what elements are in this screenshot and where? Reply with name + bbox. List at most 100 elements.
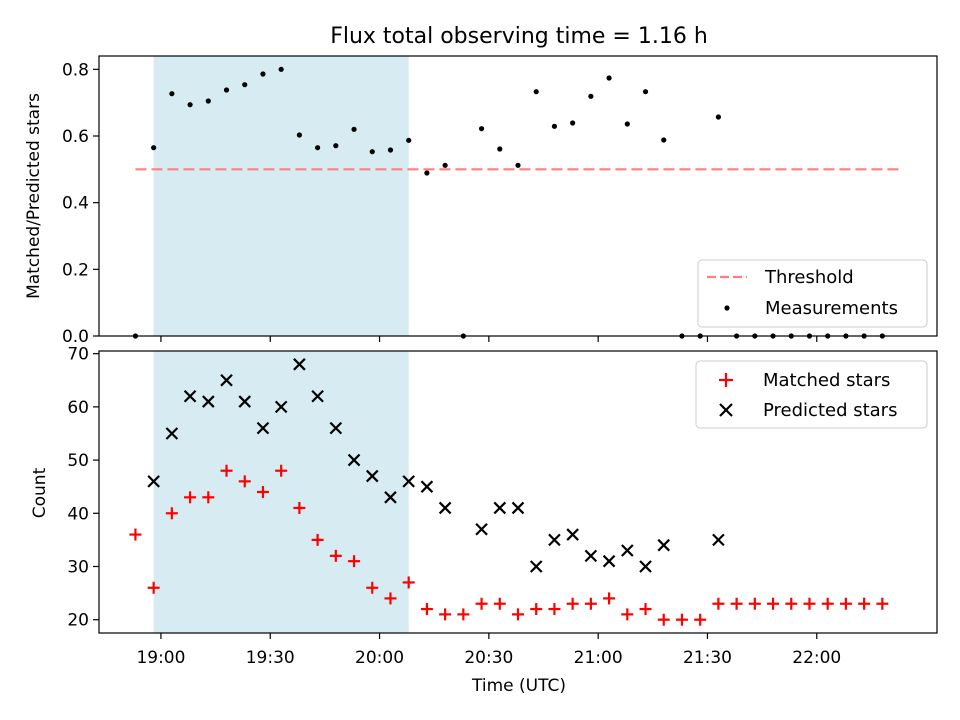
bottom-x-tick-label: 20:00	[355, 648, 404, 668]
predicted-star-marker	[293, 358, 306, 371]
predicted-star-marker	[365, 469, 379, 483]
top-legend: Threshold Measurements	[697, 259, 928, 328]
matched-star-marker	[548, 603, 561, 616]
bottom-y-tick-label: 40	[67, 504, 89, 524]
measurement-point	[205, 98, 211, 104]
matched-star-marker	[694, 613, 707, 626]
legend-matched-swatch	[719, 373, 733, 387]
matched-star-marker	[275, 464, 288, 477]
matched-star-marker	[202, 491, 215, 504]
predicted-star-marker	[165, 427, 179, 440]
bottom-panel: 20 30 40 50 60 70 19:00 19:30 20:00 20:30 21:00 21…	[30, 345, 938, 696]
bottom-y-axis: 20 30 40 50 60 70	[67, 345, 99, 631]
predicted-star-marker	[529, 560, 543, 573]
measurement-point	[551, 123, 558, 129]
measurement-point	[497, 146, 503, 152]
top-panel: 0.00.20.40.60.8 Matched/Predicted stars …	[24, 55, 938, 347]
bottom-shaded-span	[153, 351, 409, 633]
matched-star-marker	[220, 464, 233, 477]
predicted-star-marker	[602, 554, 616, 568]
measurement-point	[169, 91, 175, 97]
bottom-y-tick-label: 70	[67, 345, 89, 365]
measurement-point	[387, 147, 394, 153]
bottom-x-tick-label: 19:30	[246, 648, 295, 668]
matched-star-marker	[348, 555, 361, 568]
top-axes-frame	[98, 55, 938, 337]
matched-star-marker	[657, 613, 670, 626]
measurement-point	[570, 120, 576, 126]
x-axis-label: Time (UTC)	[471, 676, 566, 696]
matched-star-marker	[785, 597, 798, 610]
matched-star-marker	[493, 597, 506, 610]
matched-star-marker	[420, 603, 433, 616]
matched-star-marker	[147, 581, 160, 594]
measurement-point	[478, 126, 485, 132]
measurement-point	[606, 75, 612, 81]
measurement-point	[333, 143, 339, 149]
top-y-tick-label: 0.8	[62, 60, 89, 80]
measurement-point	[624, 121, 630, 127]
bottom-y-tick-label: 50	[67, 451, 89, 471]
matched-star-marker	[839, 597, 852, 610]
predicted-star-marker	[548, 533, 561, 547]
top-y-tick-label: 0.0	[62, 327, 89, 347]
measurement-point	[661, 137, 667, 143]
predicted-star-marker	[420, 480, 434, 493]
top-y-tick-label: 0.6	[62, 127, 89, 147]
predicted-star-marker	[584, 549, 598, 563]
predicted-star-marker	[493, 501, 507, 515]
matched-star-marker	[712, 597, 725, 610]
measurement-point	[588, 93, 594, 99]
predicted-star-marker	[712, 533, 725, 547]
predicted-star-marker	[183, 389, 197, 403]
measurement-point	[351, 126, 357, 132]
matched-star-marker	[748, 597, 761, 610]
chart-title: Flux total observing time = 1.16 h	[330, 24, 708, 49]
bottom-y-tick-label: 20	[67, 611, 89, 631]
matched-star-marker	[603, 592, 616, 605]
measurement-point	[642, 89, 649, 95]
predicted-star-marker	[438, 501, 452, 515]
legend-predicted-swatch	[719, 403, 733, 417]
measurement-point	[533, 89, 539, 95]
predicted-star-marker	[238, 395, 252, 408]
bottom-y-tick-label: 60	[67, 398, 89, 418]
bottom-legend-box	[695, 360, 928, 429]
bottom-x-tick-label: 20:30	[464, 648, 513, 668]
measurement-point	[715, 114, 721, 120]
matched-star-marker	[329, 549, 342, 562]
predicted-star-marker	[475, 522, 488, 536]
predicted-star-marker	[274, 400, 288, 414]
predicted-points	[147, 358, 725, 573]
measurement-point	[151, 145, 157, 151]
legend-measurement-swatch	[724, 305, 730, 311]
predicted-star-marker	[621, 544, 634, 557]
matched-star-marker	[621, 608, 634, 621]
matched-star-marker	[402, 576, 415, 589]
bottom-x-tick-label: 21:30	[683, 648, 732, 668]
predicted-star-marker	[657, 538, 671, 552]
top-y-tick-label: 0.2	[62, 260, 89, 280]
bottom-x-tick-label: 19:00	[136, 648, 185, 668]
bottom-axes-frame	[98, 350, 938, 634]
measurement-point	[187, 102, 193, 108]
predicted-star-marker	[202, 395, 215, 408]
matched-star-marker	[821, 597, 834, 610]
top-y-tick-label: 0.4	[62, 194, 89, 214]
measurement-point	[242, 82, 248, 88]
top-y-label: Matched/Predicted stars	[24, 93, 44, 299]
measurement-point	[406, 137, 412, 143]
matched-points	[129, 464, 889, 626]
measurement-point	[442, 162, 448, 168]
predicted-star-marker	[402, 475, 415, 488]
legend-threshold-label: Threshold	[764, 267, 854, 288]
predicted-star-marker	[511, 501, 525, 515]
bottom-x-axis: 19:00 19:30 20:00 20:30 21:00 21:30 22:00	[136, 633, 841, 668]
matched-star-marker	[129, 528, 142, 541]
measurement-point	[260, 71, 266, 77]
bottom-x-tick-label: 22:00	[792, 648, 841, 668]
matched-star-marker	[184, 491, 197, 504]
predicted-star-marker	[639, 560, 652, 573]
matched-star-marker	[293, 501, 306, 514]
matched-star-marker	[584, 597, 597, 610]
